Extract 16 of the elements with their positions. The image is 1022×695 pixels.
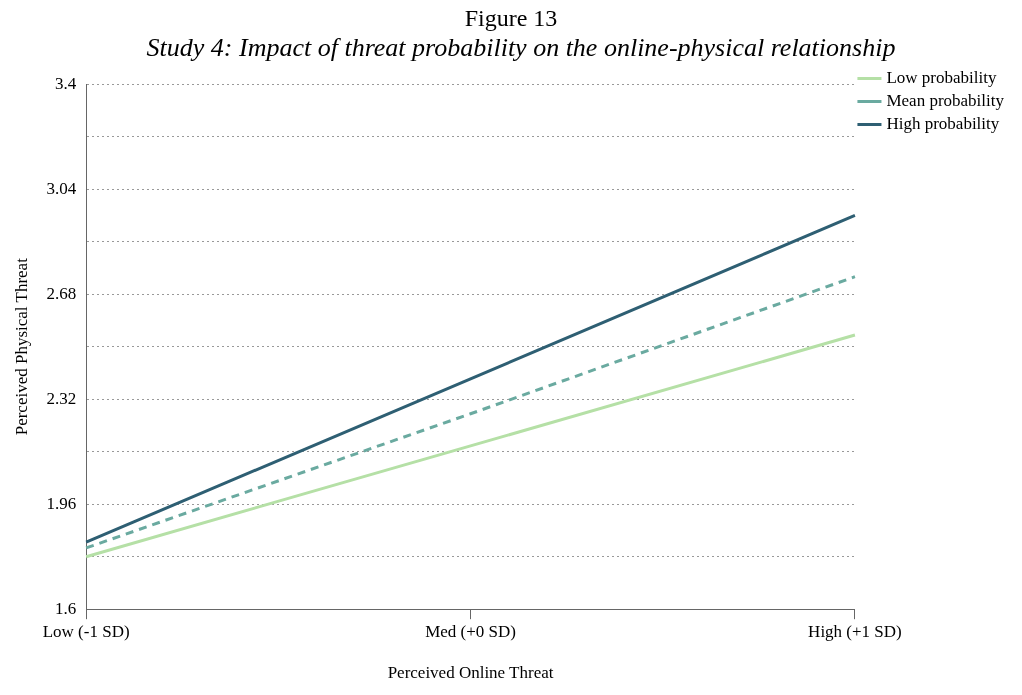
y-tick-label: 1.96 [46,493,77,513]
y-tick-label: 2.68 [46,283,77,303]
y-axis-title: Perceived Physical Threat [11,257,31,436]
chart-title: Figure 13 [463,4,559,32]
y-tick-label: 3.4 [54,73,77,93]
y-tick-label: 2.32 [46,388,77,408]
legend-label: High probability [886,113,1000,133]
x-tick-label: High (+1 SD) [808,621,902,641]
y-tick-label: 1.6 [54,598,77,618]
y-tick-label: 3.04 [46,178,77,198]
x-axis-title: Perceived Online Threat [387,663,554,683]
legend-label: Low probability [886,67,997,87]
x-tick-label: Low (-1 SD) [42,621,130,641]
x-tick-label: Med (+0 SD) [425,621,516,641]
chart-subtitle: Study 4: Impact of threat probability on the online-physical relationship [145,32,897,64]
legend-label: Mean probability [886,90,1005,110]
